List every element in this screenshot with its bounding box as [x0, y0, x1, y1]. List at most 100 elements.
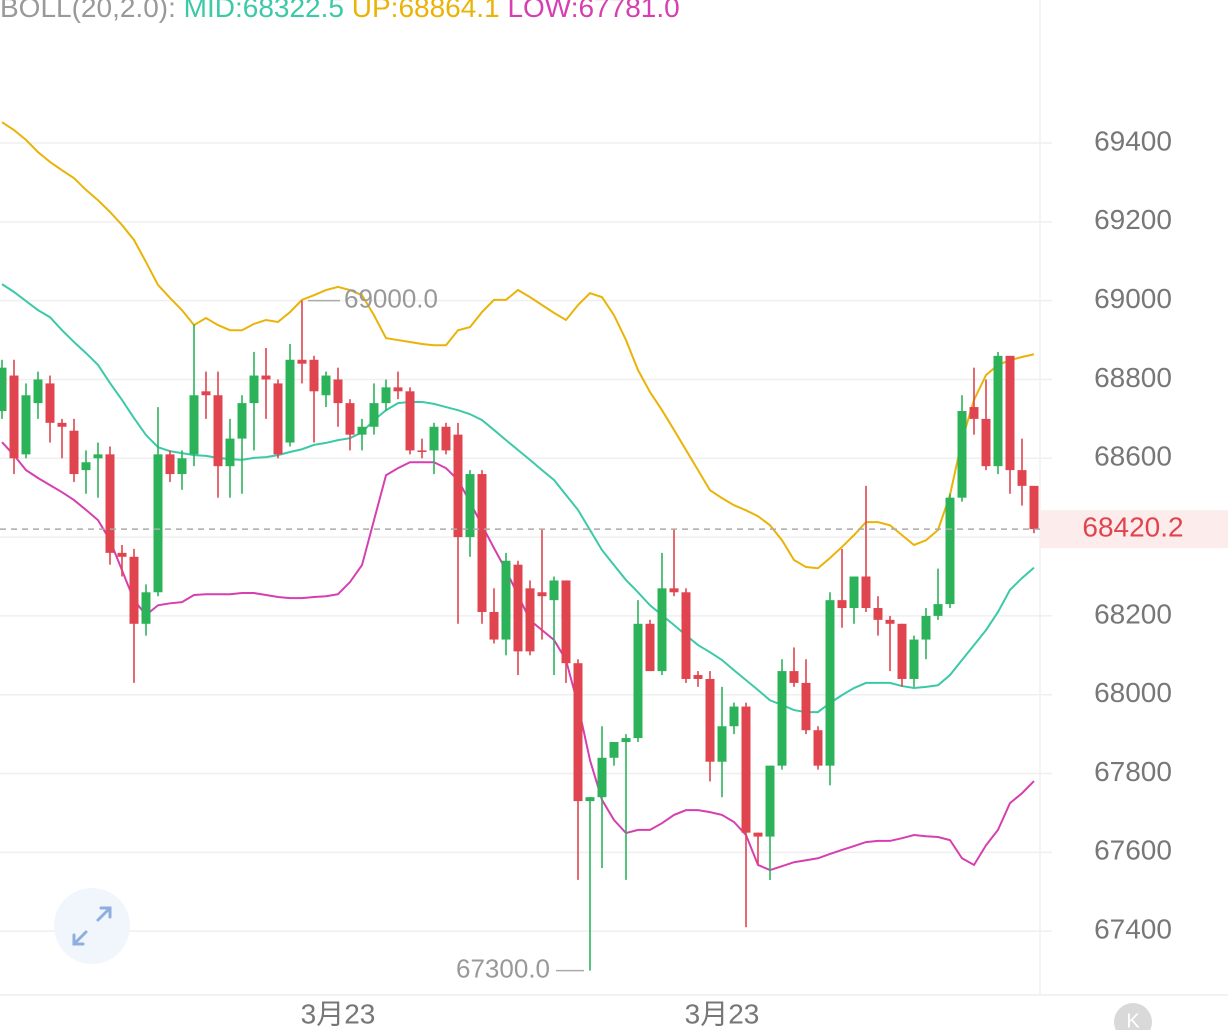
candle-body: [717, 726, 727, 762]
expand-button[interactable]: [54, 888, 130, 964]
candle-body: [201, 391, 211, 396]
candle-body: [873, 608, 883, 620]
candle-body: [489, 611, 499, 640]
candle-body: [441, 426, 451, 451]
candle-body: [333, 379, 343, 404]
candle-body: [249, 375, 259, 404]
candle-body: [405, 391, 415, 451]
y-tick-label: 67600: [1094, 835, 1172, 866]
candle-body: [273, 383, 283, 455]
candle-body: [237, 403, 247, 439]
candle-body: [621, 738, 631, 743]
candle-body: [321, 375, 331, 396]
candle-body: [381, 387, 391, 404]
candle-body: [693, 675, 703, 679]
candle-body: [837, 600, 847, 609]
candle-body: [345, 403, 355, 435]
y-tick-label: 69000: [1094, 283, 1172, 314]
candle-body: [825, 600, 835, 766]
candle-body: [681, 592, 691, 679]
candle-body: [945, 497, 955, 605]
candle-body: [93, 454, 103, 459]
candle-body: [813, 730, 823, 766]
last-price-label: 68420.2: [1082, 512, 1183, 543]
candle-body: [393, 387, 403, 392]
candle-body: [189, 395, 199, 455]
y-tick-label: 67400: [1094, 914, 1172, 945]
candle-body: [465, 474, 475, 538]
candle-body: [633, 623, 643, 739]
candle-body: [81, 462, 91, 471]
candle-body: [369, 403, 379, 427]
candle-body: [129, 556, 139, 624]
candle-body: [969, 407, 979, 419]
candle-body: [753, 832, 763, 837]
candle-body: [105, 454, 115, 553]
candle-body: [789, 671, 799, 683]
candle-body: [285, 359, 295, 443]
candle-body: [69, 430, 79, 475]
candle-body: [57, 422, 67, 427]
indicator-legend: BOLL(20,2.0): MID:68322.5 UP:68864.1 LOW…: [0, 0, 680, 23]
y-tick-label: 68000: [1094, 677, 1172, 708]
last-price-bg: [1040, 510, 1228, 549]
candle-body: [453, 434, 463, 538]
x-tick-label: 3月23: [685, 998, 760, 1029]
candle-body: [177, 458, 187, 475]
candle-body: [993, 355, 1003, 467]
band-line: [1, 121, 1035, 570]
candle-body: [657, 588, 667, 672]
candle-body: [585, 797, 595, 802]
y-tick-label: 69400: [1094, 125, 1172, 156]
candle-body: [669, 588, 679, 593]
candle-body: [153, 454, 163, 593]
candle-body: [957, 411, 967, 498]
legend-item: MID:68322.5: [184, 0, 344, 23]
candle-body: [729, 706, 739, 727]
candle-body: [777, 671, 787, 766]
legend-item: LOW:67781.0: [507, 0, 679, 23]
candle-body: [861, 576, 871, 609]
candle-body: [801, 682, 811, 731]
y-tick-label: 68600: [1094, 441, 1172, 472]
candle-body: [933, 604, 943, 616]
candle-body: [165, 454, 175, 475]
candle-body: [0, 367, 7, 412]
x-tick-label: 3月23: [301, 998, 376, 1029]
corner-badge: K: [1126, 1010, 1140, 1030]
candle-body: [501, 560, 511, 640]
y-tick-label: 68800: [1094, 362, 1172, 393]
candle-body: [117, 552, 127, 557]
candle-body: [561, 580, 571, 664]
y-tick-label: 69200: [1094, 204, 1172, 235]
candle-body: [705, 678, 715, 762]
legend-item: UP:68864.1: [352, 0, 500, 23]
candle-body: [849, 576, 859, 609]
candle-body: [45, 383, 55, 423]
candle-body: [549, 580, 559, 601]
candle-body: [765, 765, 775, 837]
candle-body: [1005, 355, 1015, 471]
candle-body: [33, 379, 43, 404]
candle-body: [597, 757, 607, 798]
candle-body: [21, 395, 31, 455]
candle-body: [741, 706, 751, 833]
band-line: [1, 283, 1035, 714]
candle-body: [513, 564, 523, 652]
y-tick-label: 68200: [1094, 598, 1172, 629]
low-marker-label: 67300.0: [456, 953, 550, 983]
candle-body: [573, 663, 583, 802]
candle-body: [297, 359, 307, 364]
candle-body: [537, 592, 547, 597]
candle-body: [225, 438, 235, 467]
candle-body: [1029, 485, 1039, 530]
expand-button-bg[interactable]: [54, 888, 130, 964]
candle-body: [309, 359, 319, 392]
legend-title: BOLL(20,2.0):: [0, 0, 176, 23]
expand-icon[interactable]: [72, 906, 112, 946]
candle-body: [477, 474, 487, 612]
candle-body: [525, 588, 535, 652]
candle-body: [141, 592, 151, 624]
candle-body: [1017, 470, 1027, 486]
